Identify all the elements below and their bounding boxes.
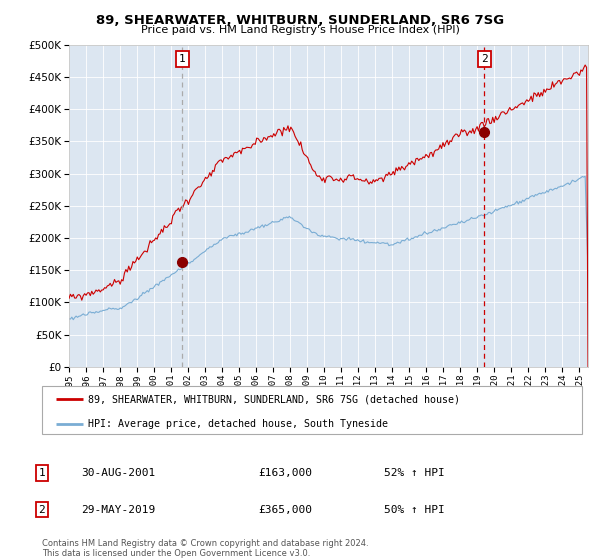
Text: 29-MAY-2019: 29-MAY-2019 bbox=[81, 505, 155, 515]
FancyBboxPatch shape bbox=[42, 386, 582, 434]
Text: HPI: Average price, detached house, South Tyneside: HPI: Average price, detached house, Sout… bbox=[88, 418, 388, 428]
Text: 1: 1 bbox=[38, 468, 46, 478]
Text: 30-AUG-2001: 30-AUG-2001 bbox=[81, 468, 155, 478]
Text: 2: 2 bbox=[481, 54, 488, 64]
Text: Price paid vs. HM Land Registry's House Price Index (HPI): Price paid vs. HM Land Registry's House … bbox=[140, 25, 460, 35]
Text: Contains HM Land Registry data © Crown copyright and database right 2024.
This d: Contains HM Land Registry data © Crown c… bbox=[42, 539, 368, 558]
Text: £365,000: £365,000 bbox=[258, 505, 312, 515]
Text: £163,000: £163,000 bbox=[258, 468, 312, 478]
Text: 89, SHEARWATER, WHITBURN, SUNDERLAND, SR6 7SG: 89, SHEARWATER, WHITBURN, SUNDERLAND, SR… bbox=[96, 14, 504, 27]
Text: 52% ↑ HPI: 52% ↑ HPI bbox=[384, 468, 445, 478]
Text: 1: 1 bbox=[179, 54, 186, 64]
Text: 2: 2 bbox=[38, 505, 46, 515]
Text: 89, SHEARWATER, WHITBURN, SUNDERLAND, SR6 7SG (detached house): 89, SHEARWATER, WHITBURN, SUNDERLAND, SR… bbox=[88, 394, 460, 404]
Text: 50% ↑ HPI: 50% ↑ HPI bbox=[384, 505, 445, 515]
